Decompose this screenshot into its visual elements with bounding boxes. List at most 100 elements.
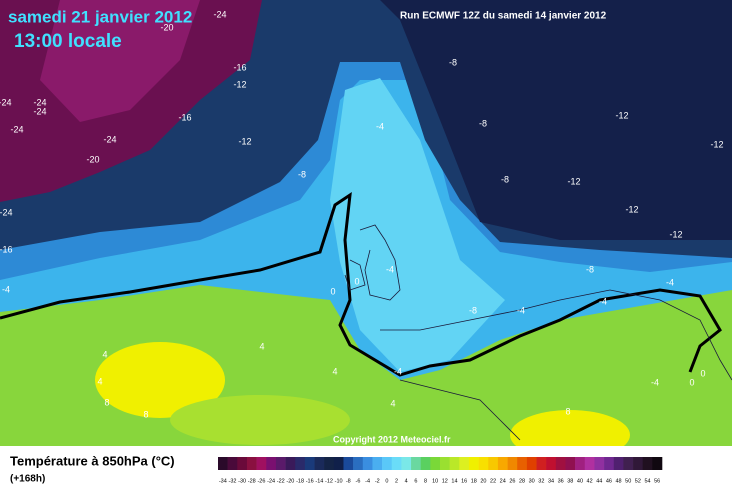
scale-label: -22 [277, 478, 285, 484]
color-swatch [275, 457, 286, 470]
scale-label: 32 [538, 478, 544, 484]
scale-label: -8 [346, 478, 351, 484]
contour-label: -4 [394, 366, 402, 376]
scale-label: 46 [606, 478, 612, 484]
contour-label: -4 [2, 284, 10, 294]
scale-label: 10 [432, 478, 438, 484]
coastlines [344, 224, 732, 441]
scale-label: -10 [335, 478, 343, 484]
contour-label: -8 [479, 118, 487, 128]
color-swatch [324, 457, 335, 470]
cold-tongue [330, 78, 505, 372]
color-swatch [266, 457, 277, 470]
contour-label: -12 [238, 136, 251, 146]
very-cold-area [40, 0, 200, 122]
contour-label: -24 [10, 124, 23, 134]
color-swatch [526, 457, 537, 470]
color-swatch [411, 457, 421, 470]
contour-label: -16 [233, 62, 246, 72]
contour-label: -8 [501, 174, 509, 184]
scale-label: 26 [509, 478, 515, 484]
contour-label: -16 [0, 244, 13, 254]
scale-label: -12 [325, 478, 333, 484]
contour-label: -8 [449, 57, 457, 67]
color-swatch [604, 457, 615, 470]
scale-label: 52 [635, 478, 641, 484]
scale-label: -6 [356, 478, 361, 484]
contour-label: 8 [565, 406, 570, 416]
contour-label: -24 [33, 97, 46, 107]
run-info: Run ECMWF 12Z du samedi 14 janvier 2012 [400, 11, 607, 22]
color-swatch [633, 457, 643, 470]
contour-label: -12 [710, 139, 723, 149]
contour-label: 8 [104, 397, 109, 407]
scale-label: -18 [296, 478, 304, 484]
contour-label: 4 [97, 376, 102, 386]
zero-isotherm [0, 191, 722, 377]
color-swatch [507, 457, 518, 470]
color-swatch [295, 457, 306, 470]
color-swatch [440, 457, 450, 470]
color-swatch [536, 457, 547, 470]
scale-label: -2 [375, 478, 380, 484]
copyright: Copyright 2012 Meteociel.fr [333, 434, 451, 444]
contour-label: 4 [259, 341, 264, 351]
color-swatch [468, 457, 479, 470]
contour-label: -4 [599, 296, 607, 306]
time: 13:00 locale [14, 31, 122, 52]
color-swatch [304, 457, 315, 470]
scale-label: -34 [219, 478, 227, 484]
contour-label: 8 [143, 409, 148, 419]
contour-labels: -24-20-16-12-24-24-24-24-24-20-16-12-8-8… [0, 9, 724, 419]
scale-label: -16 [306, 478, 314, 484]
legend-title: Température à 850hPa (°C) [10, 453, 175, 468]
scale-label: 40 [577, 478, 583, 484]
contour-label: -12 [669, 229, 682, 239]
color-swatch [478, 457, 489, 470]
color-swatch [623, 457, 634, 470]
scale-label: 4 [405, 478, 408, 484]
scale-label: 38 [567, 478, 573, 484]
contour-label: -4 [666, 277, 674, 287]
contour-label: -4 [376, 121, 384, 131]
scale-label: 36 [558, 478, 564, 484]
contour-label: 4 [102, 349, 107, 359]
contour-label: -12 [567, 176, 580, 186]
scale-label: -32 [229, 478, 237, 484]
color-swatch [488, 457, 499, 470]
scale-label: 48 [616, 478, 622, 484]
contour-label: 4 [390, 398, 395, 408]
contour-label: -4 [517, 305, 525, 315]
color-swatch [372, 457, 383, 470]
cold-area [380, 0, 732, 240]
scale-label: 20 [480, 478, 486, 484]
contour-label: 0 [354, 276, 359, 286]
date: samedi 21 janvier 2012 [8, 7, 192, 26]
scale-label: -14 [315, 478, 323, 484]
color-swatch [237, 457, 248, 470]
scale-label: -20 [286, 478, 294, 484]
color-swatch [546, 457, 557, 470]
contour-label: -8 [298, 169, 306, 179]
scale-label: 0 [385, 478, 388, 484]
scale-label: 24 [500, 478, 506, 484]
warm-area [170, 395, 350, 445]
color-swatch [314, 457, 325, 470]
scale-label: -30 [238, 478, 246, 484]
color-scale: -34 -32 -30 -28 -26 -24 -22 -20 -18 -16 -14 -12 -10-… [218, 457, 663, 484]
scale-label: 42 [587, 478, 593, 484]
warm-area [95, 342, 225, 418]
color-swatch [584, 457, 595, 470]
color-swatch [391, 457, 402, 470]
contour-label: -24 [0, 207, 13, 217]
color-swatch [256, 457, 267, 470]
color-swatch [420, 457, 431, 470]
scale-label: 44 [596, 478, 602, 484]
scale-label: -28 [248, 478, 256, 484]
scale-label: -4 [365, 478, 370, 484]
scale-label: 2 [395, 478, 398, 484]
contour-label: 0 [700, 368, 705, 378]
color-swatch [565, 457, 576, 470]
contour-label: 4 [332, 366, 337, 376]
color-swatch [459, 457, 470, 470]
